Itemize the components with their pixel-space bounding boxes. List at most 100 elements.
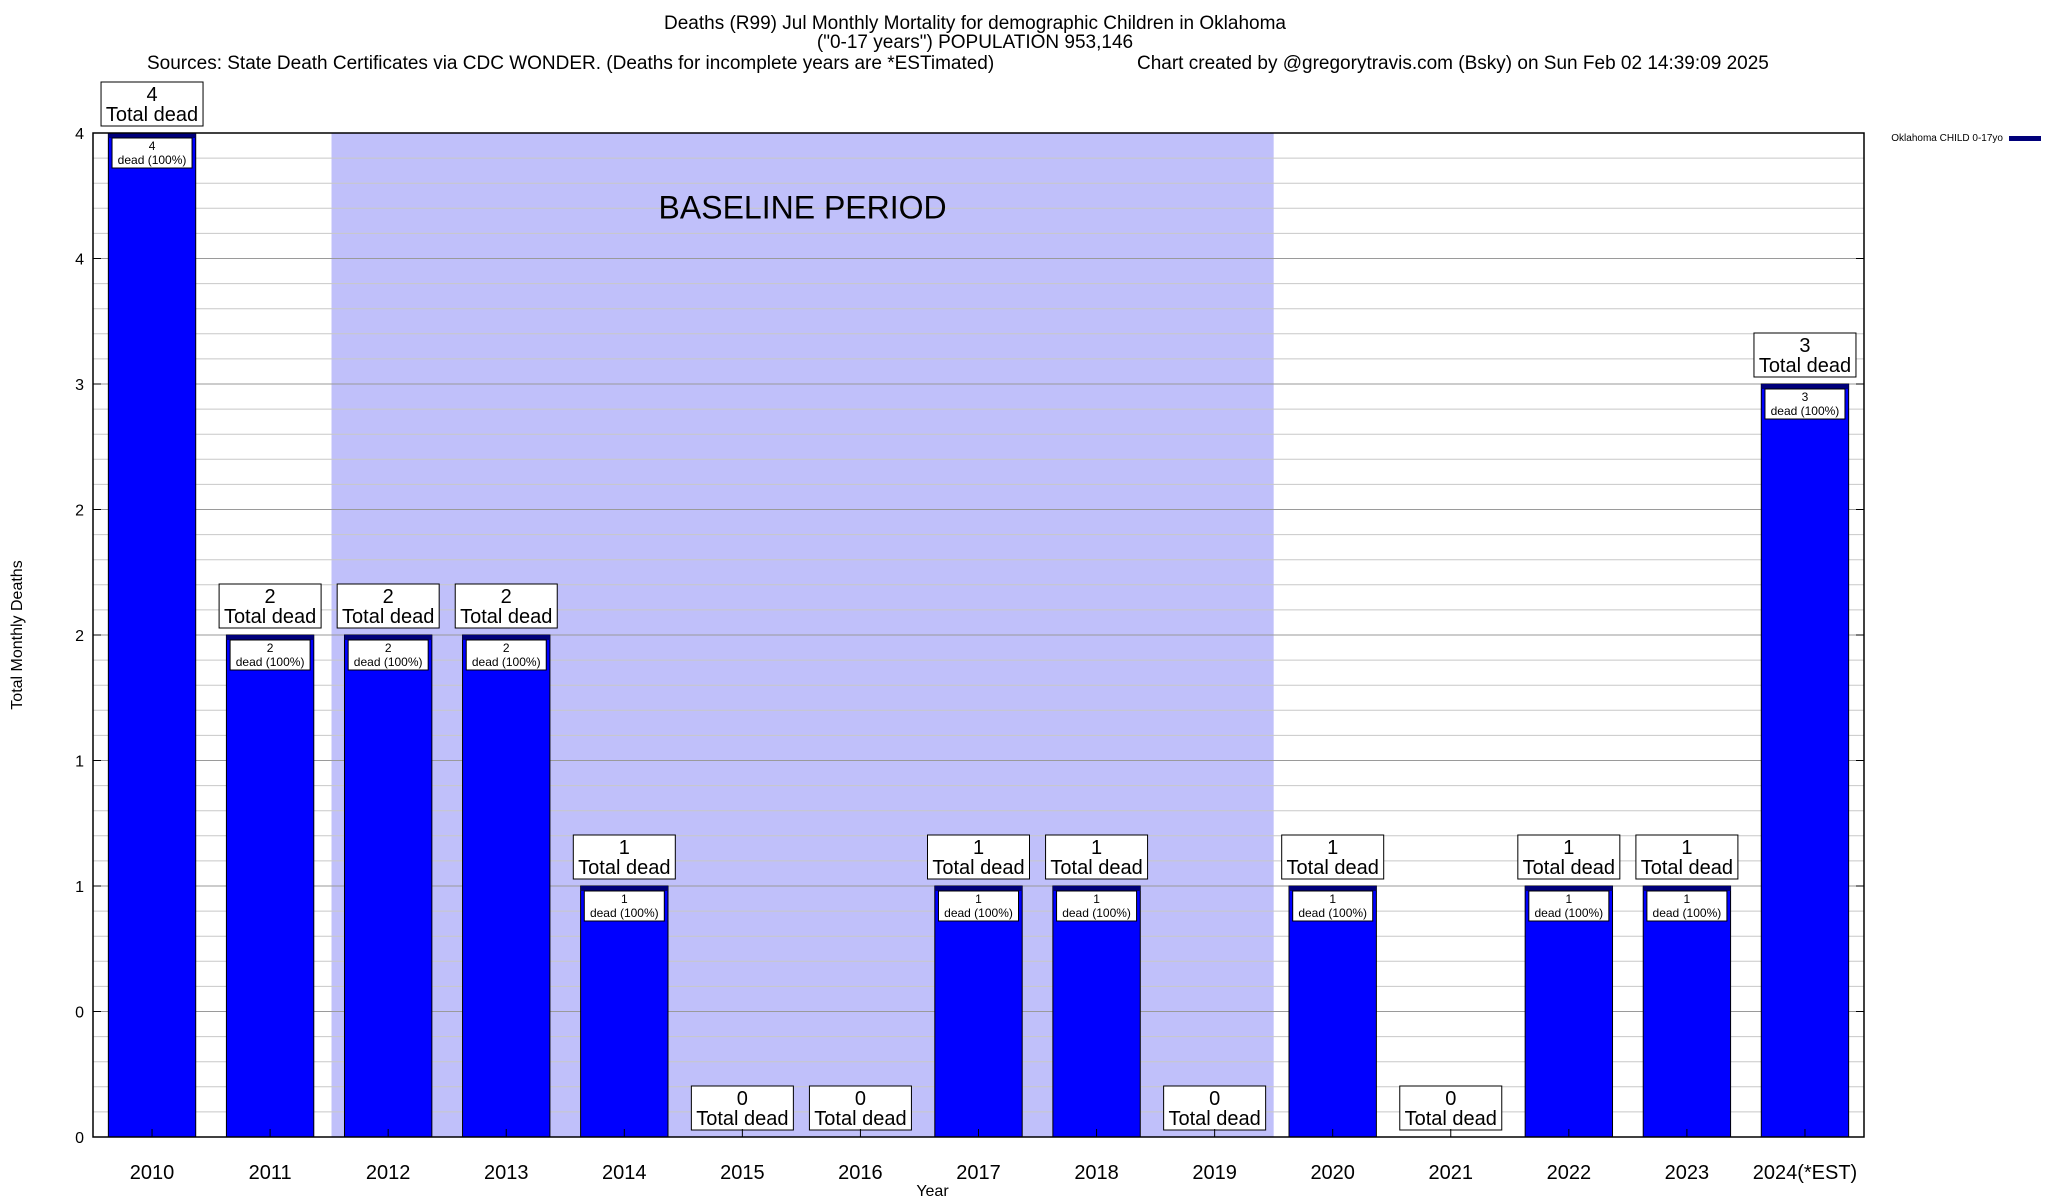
x-tick-label: 2015 — [720, 1162, 765, 1184]
inner-label-pct: dead (100%) — [236, 655, 305, 669]
inner-label-box — [938, 890, 1019, 922]
total-label-box — [1045, 834, 1149, 880]
total-label-box — [1163, 1085, 1267, 1131]
total-label-box — [100, 81, 204, 127]
y-tick-label: 2 — [75, 628, 84, 645]
bar — [107, 132, 197, 1138]
y-tick-label: 1 — [75, 879, 84, 896]
y-tick-label: 1 — [75, 754, 84, 771]
inner-label-count: 2 — [385, 641, 392, 655]
total-label-box — [1399, 1085, 1503, 1131]
x-tick-label: 2019 — [1192, 1162, 1237, 1184]
inner-label-box — [1056, 890, 1138, 922]
legend-swatch — [2009, 136, 2041, 141]
x-tick-label: 2010 — [130, 1162, 175, 1184]
inner-label-pct: dead (100%) — [1771, 404, 1840, 418]
x-tick-label: 2021 — [1429, 1162, 1474, 1184]
inner-label-count: 2 — [503, 641, 510, 655]
inner-label-pct: dead (100%) — [354, 655, 423, 669]
bar — [1642, 885, 1732, 1138]
baseline-period-label: BASELINE PERIOD — [659, 189, 947, 225]
bar-top-cap — [108, 133, 196, 138]
bar — [1760, 383, 1850, 1138]
total-label-value: 1 — [1091, 837, 1102, 859]
total-label-value: 3 — [1799, 335, 1810, 357]
total-label-text: Total dead — [578, 857, 670, 879]
y-tick-label: 4 — [75, 252, 84, 269]
inner-label-pct: dead (100%) — [1298, 906, 1367, 920]
x-tick-label: 2014 — [602, 1162, 647, 1184]
inner-label-pct: dead (100%) — [1653, 906, 1722, 920]
x-tick-label: 2017 — [956, 1162, 1001, 1184]
bar-top-cap — [934, 886, 1023, 891]
inner-label-box — [465, 639, 547, 671]
total-label-text: Total dead — [1287, 857, 1379, 879]
y-tick-label: 3 — [75, 377, 84, 394]
total-label-text: Total dead — [1050, 857, 1142, 879]
inner-label-count: 1 — [1565, 892, 1572, 906]
inner-label-pct: dead (100%) — [944, 906, 1013, 920]
inner-label-box — [583, 890, 665, 922]
total-label-value: 2 — [265, 586, 276, 608]
bar-top-cap — [1289, 886, 1377, 891]
bar-top-cap — [462, 635, 550, 640]
total-label-box — [690, 1085, 794, 1131]
x-tick-label: 2020 — [1310, 1162, 1355, 1184]
inner-label-box — [347, 639, 429, 671]
total-label-value: 1 — [1681, 837, 1692, 859]
chart-credit: Chart created by @gregorytravis.com (Bsk… — [1137, 53, 1769, 74]
total-label-text: Total dead — [224, 606, 316, 628]
total-label-text: Total dead — [1523, 857, 1615, 879]
inner-label-pct: dead (100%) — [472, 655, 541, 669]
total-label-text: Total dead — [696, 1108, 788, 1130]
bar — [343, 634, 433, 1138]
total-label-box — [1281, 834, 1385, 880]
total-label-box — [218, 583, 322, 629]
total-label-box — [927, 834, 1030, 880]
inner-label-count: 3 — [1802, 390, 1809, 404]
total-label-box — [454, 583, 558, 629]
total-label-box — [1517, 834, 1621, 880]
bar — [1524, 885, 1614, 1138]
total-label-box — [336, 583, 440, 629]
total-label-value: 1 — [973, 837, 984, 859]
y-tick-label: 4 — [75, 126, 84, 143]
x-tick-label: 2013 — [484, 1162, 529, 1184]
y-tick-label: 0 — [75, 1130, 84, 1147]
inner-label-pct: dead (100%) — [1062, 906, 1131, 920]
bar-top-cap — [1052, 886, 1141, 891]
bar — [934, 885, 1023, 1138]
total-label-value: 0 — [737, 1088, 748, 1110]
bar — [580, 885, 669, 1138]
inner-label-count: 1 — [975, 892, 982, 906]
inner-label-box — [1292, 890, 1374, 922]
x-tick-label: 2016 — [838, 1162, 883, 1184]
inner-label-pct: dead (100%) — [590, 906, 659, 920]
x-tick-label: 2023 — [1665, 1162, 1710, 1184]
inner-label-box — [1764, 388, 1846, 420]
total-label-value: 1 — [1563, 837, 1574, 859]
bar-top-cap — [1643, 886, 1731, 891]
chart-subtitle: ("0-17 years") POPULATION 953,146 — [816, 32, 1134, 53]
x-axis-label: Year — [916, 1183, 949, 1200]
total-label-text: Total dead — [1759, 355, 1851, 377]
bar — [1288, 885, 1377, 1138]
x-tick-label: 2018 — [1074, 1162, 1119, 1184]
total-label-value: 0 — [1445, 1088, 1456, 1110]
inner-label-box — [1528, 890, 1610, 922]
total-label-text: Total dead — [106, 104, 198, 126]
total-label-value: 4 — [146, 84, 157, 106]
bar-top-cap — [1761, 384, 1849, 389]
total-label-box — [1753, 332, 1857, 378]
x-tick-label: 2011 — [249, 1162, 292, 1184]
inner-label-count: 1 — [1329, 892, 1336, 906]
bar-top-cap — [580, 886, 668, 891]
total-label-text: Total dead — [342, 606, 434, 628]
x-tick-label: 2012 — [366, 1162, 411, 1184]
total-label-box — [1635, 834, 1739, 880]
total-label-text: Total dead — [932, 857, 1024, 879]
bar-top-cap — [1525, 886, 1613, 891]
total-label-box — [572, 834, 676, 880]
